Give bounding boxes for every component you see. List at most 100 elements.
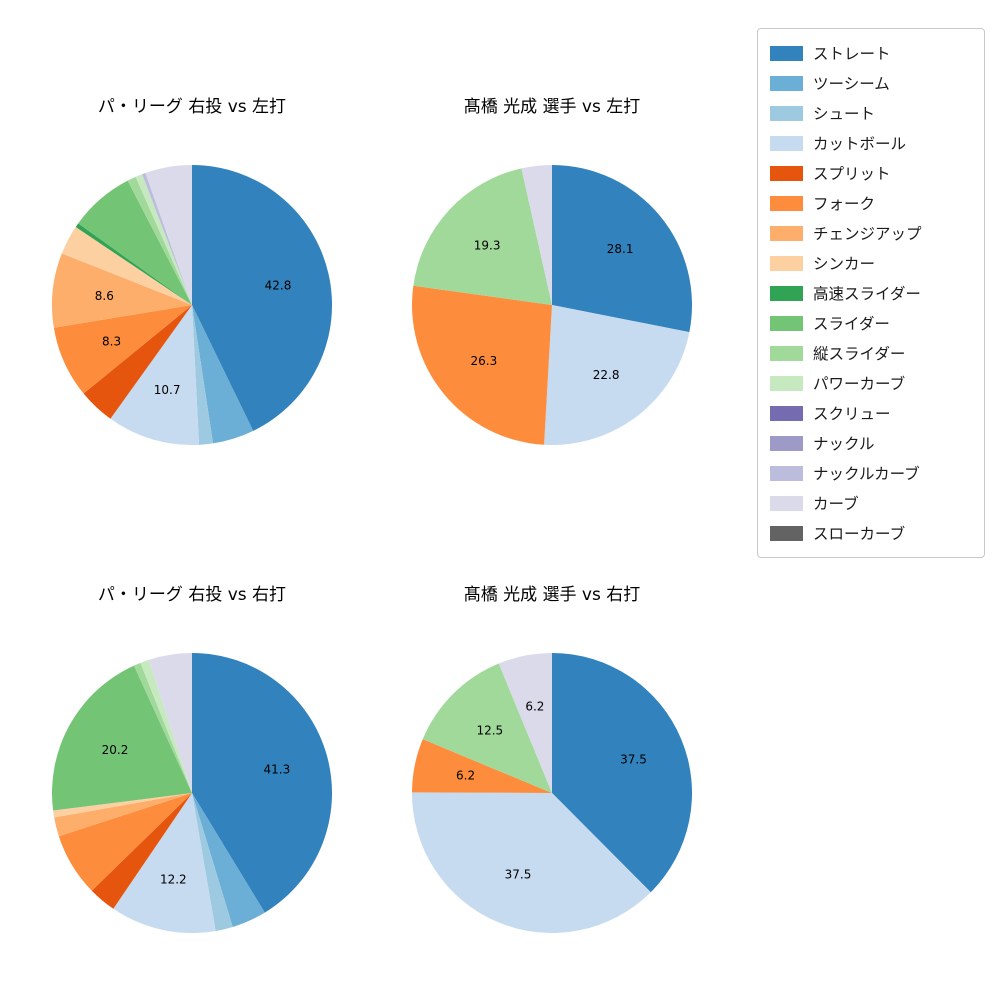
legend-item: スプリット xyxy=(770,158,972,188)
legend-item: ナックル xyxy=(770,428,972,458)
legend-item: チェンジアップ xyxy=(770,218,972,248)
pie-slice-label: 41.3 xyxy=(264,762,291,776)
chart-title: 髙橋 光成 選手 vs 左打 xyxy=(463,97,641,117)
pie-slice-フォーク xyxy=(53,305,192,394)
pie-slice-ストレート xyxy=(192,653,332,913)
legend-swatch xyxy=(770,345,803,361)
pie-slice-フォーク xyxy=(58,793,192,891)
legend-swatch xyxy=(770,225,803,241)
pie-slice-カットボール xyxy=(113,793,216,933)
pie-slice-パワーカーブ xyxy=(135,174,192,305)
legend: ストレートツーシームシュートカットボール スプリットフォークチェンジアップシンカー… xyxy=(757,28,985,558)
legend-item-label: ストレート xyxy=(813,45,891,63)
pie-slice-フォーク xyxy=(412,739,552,793)
legend-item: スクリュー xyxy=(770,398,972,428)
pie-slice-カーブ xyxy=(148,653,192,793)
pie-slice-label: 12.5 xyxy=(476,724,503,738)
legend-swatch xyxy=(770,165,803,181)
pie-slice-label: 42.8 xyxy=(265,278,292,292)
legend-item-label: スプリット xyxy=(813,165,891,183)
legend-item: カーブ xyxy=(770,488,972,518)
pie-slice-ナックルカーブ xyxy=(142,172,192,305)
pie-slice-縦スライダー xyxy=(413,168,552,305)
pie-slice-ストレート xyxy=(552,653,693,893)
legend-swatch xyxy=(770,195,803,211)
pie-slice-スライダー xyxy=(51,665,193,811)
legend-item: フォーク xyxy=(770,188,972,218)
legend-item: ストレート xyxy=(770,38,972,68)
pie-slice-カーブ xyxy=(521,165,552,305)
legend-item-label: ナックルカーブ xyxy=(813,465,920,483)
legend-swatch xyxy=(770,255,803,271)
legend-item: 高速スライダー xyxy=(770,278,972,308)
pie-slice-label: 26.3 xyxy=(471,354,498,368)
pie-slice-カットボール xyxy=(110,305,200,445)
pie-slice-高速スライダー xyxy=(75,223,192,305)
legend-swatch xyxy=(770,45,803,61)
pie-slice-label: 22.8 xyxy=(593,368,620,382)
legend-swatch xyxy=(770,375,803,391)
pie-slice-スライダー xyxy=(78,180,192,305)
legend-swatch xyxy=(770,315,803,331)
pie-slice-シンカー xyxy=(61,227,192,305)
chart-league-vs-left: パ・リーグ 右投 vs 左打 42.8 10.7 8.3 8.6 xyxy=(42,95,342,455)
legend-swatch xyxy=(770,405,803,421)
legend-swatch xyxy=(770,435,803,451)
legend-item: シュート xyxy=(770,98,972,128)
pie-slice-label: 28.1 xyxy=(607,242,634,256)
legend-swatch xyxy=(770,525,803,541)
legend-item-label: カットボール xyxy=(813,135,907,153)
legend-swatch xyxy=(770,495,803,511)
chart-league-vs-right: パ・リーグ 右投 vs 右打 41.3 12.2 20.2 xyxy=(42,583,342,943)
legend-item-label: シュート xyxy=(813,105,876,123)
pie-slice-フォーク xyxy=(412,285,552,445)
legend-item: スローカーブ xyxy=(770,518,972,548)
legend-item-label: ツーシーム xyxy=(813,75,890,93)
pie-slice-カーブ xyxy=(145,165,192,305)
legend-item-label: カーブ xyxy=(813,495,859,513)
legend-swatch xyxy=(770,75,803,91)
legend-item: ナックルカーブ xyxy=(770,458,972,488)
pie-slice-縦スライダー xyxy=(133,662,192,793)
pie-slice-label: 10.7 xyxy=(154,383,181,397)
pie-chart-player-vs-right: 37.5 37.5 6.2 12.5 6.2 xyxy=(411,653,693,934)
pie-slice-label: 8.3 xyxy=(102,335,121,349)
pie-slice-label: 37.5 xyxy=(505,868,532,882)
pie-slice-label: 8.6 xyxy=(95,289,114,303)
pie-slice-カットボール xyxy=(411,792,651,934)
legend-swatch xyxy=(770,135,803,151)
legend-item: シンカー xyxy=(770,248,972,278)
pie-slice-縦スライダー xyxy=(127,176,192,305)
pie-slice-カットボール xyxy=(544,305,690,446)
legend-item-label: スローカーブ xyxy=(813,525,906,543)
pie-slice-パワーカーブ xyxy=(140,659,192,793)
chart-title: パ・リーグ 右投 vs 右打 xyxy=(97,585,287,605)
legend-swatch xyxy=(770,465,803,481)
chart-title: パ・リーグ 右投 vs 左打 xyxy=(97,97,287,117)
legend-item-label: チェンジアップ xyxy=(813,225,922,243)
pie-chart-league-vs-left: 42.8 10.7 8.3 8.6 xyxy=(51,165,333,445)
legend-item-label: ナックル xyxy=(813,435,875,453)
pie-slice-チェンジアップ xyxy=(54,793,192,837)
chart-title: 髙橋 光成 選手 vs 右打 xyxy=(463,585,641,605)
legend-item: スライダー xyxy=(770,308,972,338)
pie-slice-ストレート xyxy=(192,165,333,431)
legend-item-label: フォーク xyxy=(813,195,876,213)
pie-slice-スプリット xyxy=(91,793,192,909)
pie-chart-player-vs-left: 28.1 22.8 26.3 19.3 xyxy=(412,165,692,446)
legend-item: ツーシーム xyxy=(770,68,972,98)
pie-slice-ストレート xyxy=(552,165,692,333)
legend-item-label: スライダー xyxy=(813,315,890,333)
pie-slice-label: 12.2 xyxy=(160,872,187,886)
pie-slice-label: 6.2 xyxy=(525,700,544,714)
legend-item: カットボール xyxy=(770,128,972,158)
pie-chart-league-vs-right: 41.3 12.2 20.2 xyxy=(51,653,332,933)
pie-slice-label: 37.5 xyxy=(620,753,647,767)
legend-item-label: 高速スライダー xyxy=(813,285,921,303)
chart-player-vs-left: 髙橋 光成 選手 vs 左打 28.1 22.8 26.3 19.3 xyxy=(402,95,702,455)
legend-item-label: パワーカーブ xyxy=(813,375,906,393)
pie-slice-ツーシーム xyxy=(192,793,265,927)
legend-item: パワーカーブ xyxy=(770,368,972,398)
pie-slice-チェンジアップ xyxy=(51,253,192,328)
